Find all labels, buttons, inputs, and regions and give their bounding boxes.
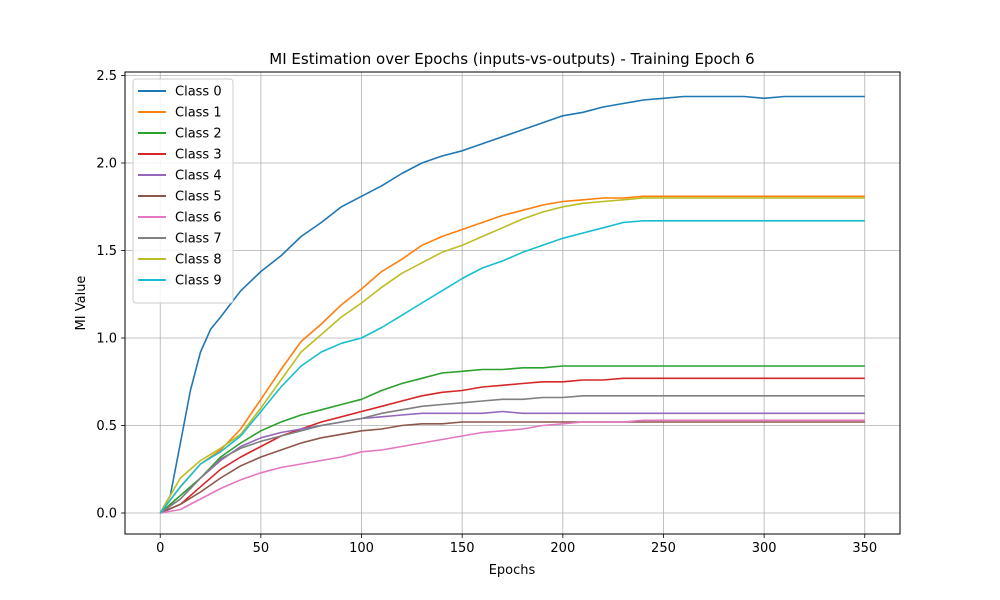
y-axis-label: MI Value [74,276,89,331]
x-tick-label: 100 [349,541,374,556]
x-tick-label: 0 [156,541,164,556]
series-line-class-2 [159,365,865,514]
series-line-class-6 [160,419,865,514]
legend-box [132,78,234,304]
series-line-class-9 [159,220,865,514]
legend-label: Class 7 [175,232,222,247]
x-tick-label: 250 [651,541,676,556]
y-tick-label: 1.0 [96,332,117,347]
legend-label: Class 2 [175,127,222,142]
y-tick-label: 0.5 [96,419,117,434]
legend-label: Class 0 [175,85,222,100]
chart-title: MI Estimation over Epochs (inputs-vs-out… [269,50,754,68]
series-line-class-1 [159,195,865,514]
legend-label: Class 9 [175,274,222,289]
x-tick-label: 350 [852,541,877,556]
y-tick-label: 1.5 [96,244,117,259]
plot-frame [124,71,901,535]
legend-label: Class 6 [175,211,222,226]
x-tick-label: 200 [550,541,575,556]
x-tick-label: 50 [253,541,270,556]
legend-label: Class 5 [175,190,222,205]
y-tick-label: 2.5 [96,69,117,84]
series-line-class-7 [159,394,865,514]
series-line-class-5 [159,421,865,514]
legend-label: Class 3 [175,148,222,163]
series-line-class-8 [159,197,865,514]
y-axis: 0.0 0.5 1.0 1.5 2.0 2.5 [96,69,125,522]
legend-label: Class 8 [175,253,222,268]
series-line-class-0 [159,95,865,514]
legend-label: Class 4 [175,169,222,184]
y-tick-label: 2.0 [96,157,117,172]
series-line-class-3 [159,377,865,514]
series-line-class-4 [159,410,865,514]
series-layer [159,95,865,514]
x-axis: 0 50 100 150 200 250 300 350 [156,534,877,556]
x-tick-label: 150 [450,541,475,556]
legend-label: Class 1 [175,106,222,121]
y-tick-label: 0.0 [96,507,117,522]
x-tick-label: 300 [752,541,777,556]
x-axis-label: Epochs [489,563,536,578]
legend: Class 0 Class 1 Class 2 Class 3 Class 4 Class… [132,78,234,304]
